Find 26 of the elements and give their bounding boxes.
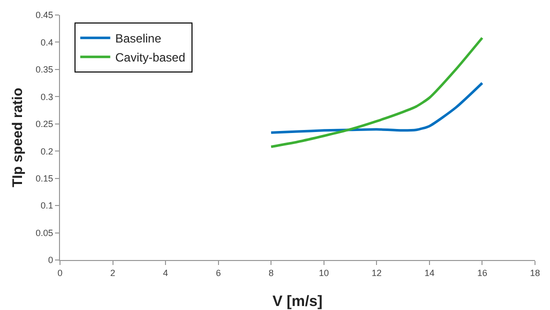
x-tick-label: 10 [318,268,329,278]
x-tick-label: 18 [530,268,540,278]
y-tick-label: 0.15 [36,173,54,184]
x-tick-label: 12 [372,268,382,278]
x-axis-title: V [m/s] [272,293,323,310]
y-tick-label: 0.25 [36,119,54,130]
line-series [270,82,484,134]
x-tick-label: 2 [110,268,116,278]
y-tick-label: 0 [48,255,54,266]
line-series [270,36,484,148]
x-tick-label: 0 [57,268,63,278]
x-tick-label: 16 [477,268,488,278]
x-tick-label: 14 [424,268,434,278]
legend-label: Cavity-based [115,50,186,65]
y-tick-label: 0.1 [40,200,54,211]
y-axis-title: TIp speed ratio [9,88,25,188]
y-tick-label: 0.3 [40,92,54,102]
y-tick-label: 0.45 [36,10,54,20]
y-tick-label: 0.2 [40,146,54,156]
y-tick-label: 0.05 [36,228,54,238]
x-tick-label: 4 [163,268,168,278]
legend-label: Baseline [115,32,162,46]
y-tick-label: 0.4 [40,37,54,48]
y-tick-label: 0.35 [36,64,54,75]
x-tick-label: 6 [216,268,221,278]
x-tick-label: 8 [268,268,274,278]
